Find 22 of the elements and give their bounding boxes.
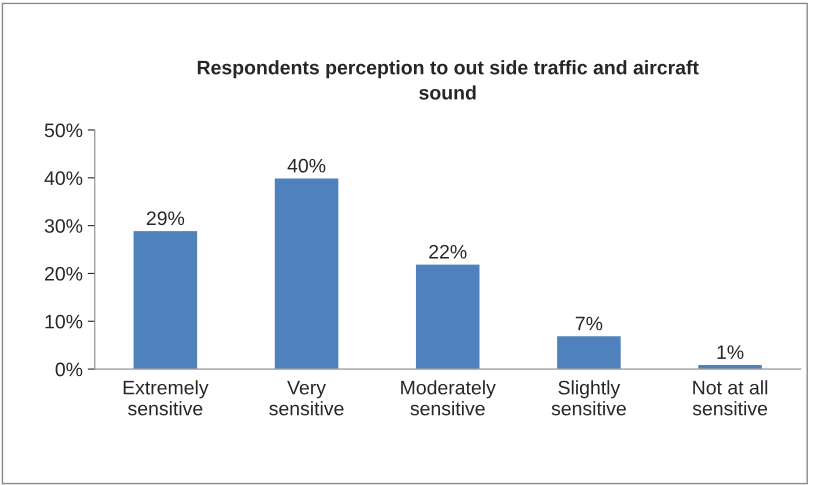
x-tick-label: Not at all sensitive [692,380,768,416]
x-tick-label: Very sensitive [269,380,344,416]
y-tick-label: 10% [46,314,82,328]
y-tick-label: 20% [45,266,82,281]
bar [132,230,199,370]
bar [696,364,764,370]
y-tick-label: 0% [56,362,82,376]
bar [556,334,622,370]
x-tick-label: Extremely sensitive [124,380,209,416]
data-label: 29% [146,211,184,226]
data-label: 1% [718,345,744,359]
x-tick-label: Moderately sensitive [401,380,496,416]
y-tick-label: 30% [44,219,82,233]
bar [414,263,481,370]
data-label: 40% [288,158,326,173]
data-label: 22% [429,244,466,259]
data-label: 7% [576,316,602,330]
y-tick-label: 40% [44,171,82,186]
x-tick-label: Slightly sensitive [552,380,626,416]
y-tick-label: 50% [44,123,82,138]
chart-title: Respondents perception to out side traffic and aircraft sound [198,60,699,100]
bar [273,177,340,370]
